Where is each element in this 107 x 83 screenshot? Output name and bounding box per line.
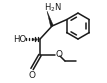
Text: O: O bbox=[56, 50, 62, 59]
Polygon shape bbox=[47, 11, 53, 27]
Text: O: O bbox=[29, 71, 36, 80]
Text: H$_2$N: H$_2$N bbox=[44, 2, 62, 14]
Text: HO: HO bbox=[13, 35, 26, 44]
